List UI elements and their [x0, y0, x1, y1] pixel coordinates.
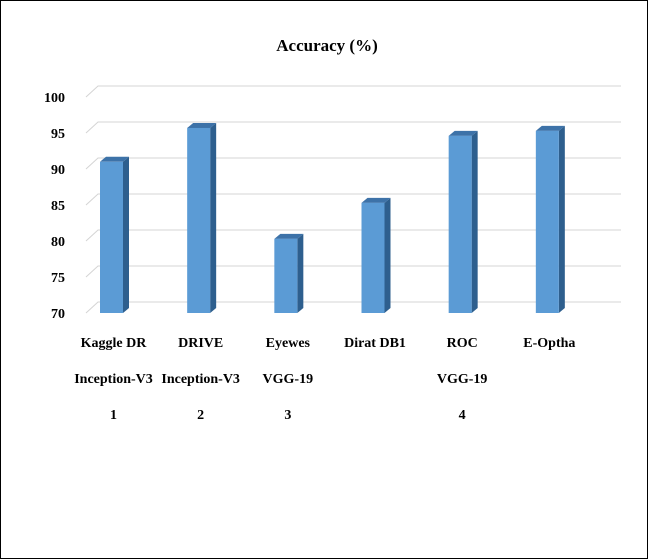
bar-series — [100, 122, 565, 314]
bar-front — [535, 130, 559, 313]
bar — [100, 156, 129, 313]
bar-side — [210, 122, 217, 314]
x-category-label-1: ROC — [447, 336, 478, 351]
bar-side — [384, 197, 391, 313]
y-tick-label: 100 — [44, 91, 65, 106]
x-category-label-1: E-Optha — [523, 336, 575, 351]
bar — [535, 125, 565, 313]
bar-side — [123, 156, 129, 313]
x-category-label-2: Inception-V3 — [74, 372, 153, 387]
x-category-label-2: VGG-19 — [437, 372, 488, 387]
bar-front — [274, 238, 298, 313]
bar — [361, 197, 391, 313]
bar-front — [361, 202, 385, 313]
bar-top — [274, 233, 304, 239]
x-category-label-1: Dirat DB1 — [344, 336, 406, 351]
x-category-label-2: VGG-19 — [263, 372, 314, 387]
gridline — [85, 121, 621, 134]
y-tick-label: 75 — [51, 271, 65, 286]
bar — [274, 233, 304, 313]
gridline — [85, 85, 621, 98]
x-category-label-1: Eyewes — [266, 336, 311, 351]
y-tick-label: 90 — [51, 163, 65, 178]
x-category-label-3: 2 — [197, 408, 204, 423]
bar-front — [448, 135, 472, 313]
bar-top — [100, 156, 129, 162]
gridline — [85, 193, 621, 206]
x-category-label-1: DRIVE — [178, 336, 223, 351]
bar-top — [448, 130, 478, 136]
bar-front — [187, 127, 211, 314]
x-category-label-2: Inception-V3 — [161, 372, 240, 387]
bar-top — [187, 122, 217, 128]
x-category-label-3: 3 — [284, 408, 291, 423]
y-tick-label: 80 — [51, 235, 65, 250]
gridline — [85, 157, 621, 170]
gridline — [85, 229, 621, 242]
bar-side — [558, 125, 565, 313]
bar-front — [100, 161, 123, 313]
x-axis: Kaggle DR Inception-V3 1 DRIVE Inception-V3 2… — [74, 336, 575, 423]
gridlines — [85, 85, 621, 314]
bar-side — [471, 130, 478, 313]
bar — [187, 122, 217, 314]
bar-top — [535, 125, 565, 131]
bar-top — [361, 197, 391, 203]
x-category-label-3: 1 — [110, 408, 117, 423]
y-axis: 70 75 80 85 90 95 100 — [44, 91, 65, 322]
gridline — [85, 265, 621, 278]
x-category-label-1: Kaggle DR — [81, 336, 148, 351]
gridline — [85, 301, 621, 314]
y-tick-label: 85 — [51, 199, 65, 214]
x-category-label-3: 4 — [459, 408, 466, 423]
bar-side — [297, 233, 304, 313]
y-tick-label: 70 — [51, 307, 65, 322]
chart-title: Accuracy (%) — [276, 36, 378, 55]
y-tick-label: 95 — [51, 127, 65, 142]
bar — [448, 130, 478, 313]
